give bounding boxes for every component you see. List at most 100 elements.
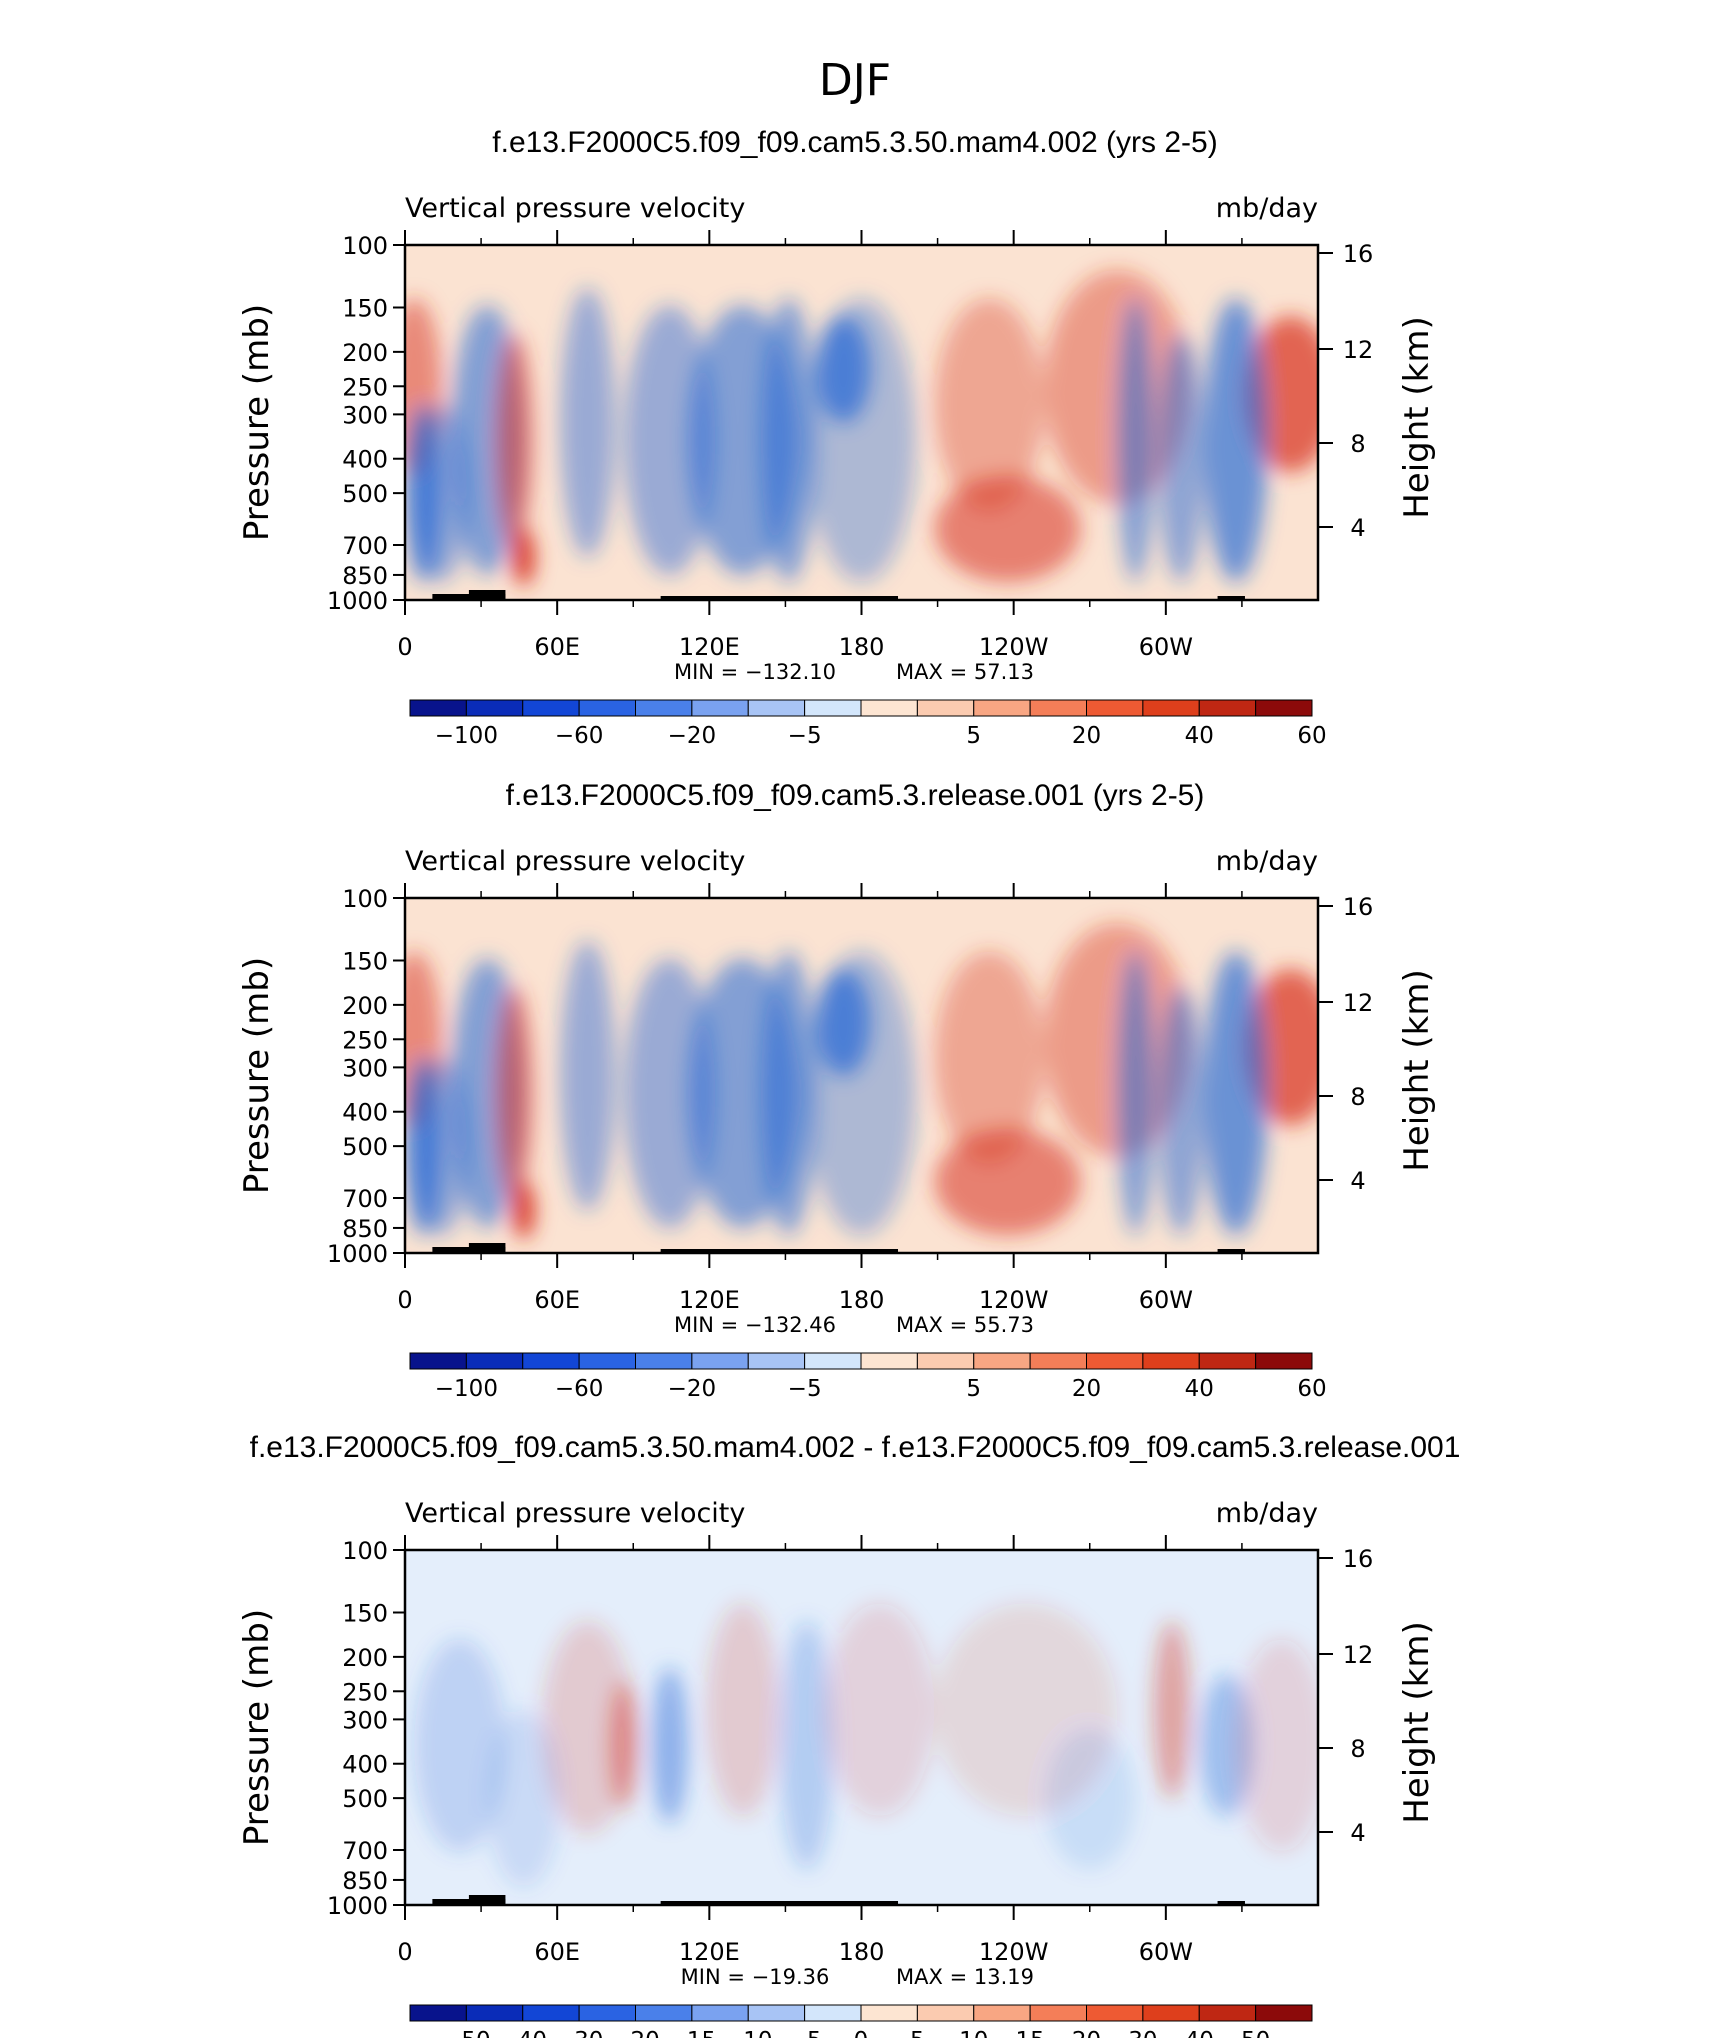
colorbar-swatch: [1255, 699, 1313, 717]
colorbar-swatch: [465, 2004, 524, 2022]
chart-panel-2: f.e13.F2000C5.f09_f09.cam5.3.release.001…: [237, 779, 1437, 1402]
colorbar-swatch: [635, 699, 693, 717]
colorbar-swatch: [578, 699, 636, 717]
contour-region: [414, 1638, 506, 1852]
colorbar-label: −15: [668, 2028, 717, 2038]
y-tick-label: 100: [342, 1537, 388, 1565]
colorbar-label: −5: [788, 2028, 822, 2038]
colorbar-swatch: [635, 1352, 693, 1370]
colorbar-label: −100: [435, 1376, 498, 1402]
contour-region: [1203, 951, 1268, 1236]
contour-region: [1158, 333, 1204, 583]
contour-region: [934, 1128, 1081, 1236]
colorbar-swatch: [973, 699, 1031, 717]
x-tick-label: 180: [839, 633, 885, 661]
contour-region: [405, 1057, 442, 1236]
contour-region: [624, 958, 716, 1229]
colorbar-swatch: [1029, 2004, 1087, 2022]
x-tick-label: 60E: [534, 1286, 580, 1314]
colorbar-swatch: [691, 1352, 749, 1370]
y2-tick-label: 16: [1343, 893, 1374, 921]
topography: [468, 1243, 506, 1253]
colorbar-label: 0: [854, 2028, 869, 2038]
x-tick-label: 0: [397, 633, 412, 661]
x-tick-label: 120W: [979, 633, 1049, 661]
contour-field: [405, 1550, 1318, 1905]
y2-tick-label: 4: [1350, 1819, 1365, 1847]
colorbar-label: −30: [555, 2028, 604, 2038]
colorbar-swatch: [1255, 1352, 1313, 1370]
colorbar-swatch: [522, 1352, 580, 1370]
topography: [1217, 1901, 1245, 1905]
contour-region: [1044, 922, 1191, 1158]
y-tick-label: 1000: [327, 1892, 388, 1920]
x-tick-label: 120E: [679, 1286, 740, 1314]
colorbar-label: 20: [1072, 723, 1101, 749]
colorbar-label: 60: [1297, 723, 1326, 749]
y2-tick-label: 8: [1350, 1083, 1365, 1111]
colorbar-swatch: [1142, 1352, 1200, 1370]
colorbar-swatch: [1086, 699, 1144, 717]
y-tick-label: 250: [342, 1026, 388, 1054]
contour-region: [405, 404, 442, 583]
y-tick-label: 700: [342, 1837, 388, 1865]
colorbar-label: −10: [724, 2028, 773, 2038]
colorbar-swatch: [522, 699, 580, 717]
colorbar-swatch: [409, 1352, 467, 1370]
colorbar-label: −20: [611, 2028, 660, 2038]
colorbar-label: 15: [1015, 2028, 1044, 2038]
x-tick-label: 60W: [1139, 1938, 1193, 1966]
contour-region: [512, 529, 535, 586]
colorbar-label: 40: [1185, 1376, 1214, 1402]
colorbar-swatch: [804, 699, 862, 717]
contour-region: [1235, 1638, 1318, 1852]
y-tick-label: 100: [342, 885, 388, 913]
colorbar-swatch: [1255, 2004, 1313, 2022]
colorbar-swatch: [860, 1352, 918, 1370]
topography: [660, 596, 899, 600]
y2-tick-label: 12: [1343, 989, 1374, 1017]
y-tick-label: 250: [342, 1678, 388, 1706]
topography: [660, 1249, 899, 1253]
colorbar-swatch: [578, 2004, 636, 2022]
x-tick-label: 60E: [534, 1938, 580, 1966]
max-value-label: MAX = 13.19: [896, 1965, 1034, 1989]
contour-region: [934, 475, 1081, 583]
y2-tick-label: 12: [1343, 336, 1374, 364]
variable-label: Vertical pressure velocity: [405, 1498, 745, 1529]
contour-region: [487, 1709, 561, 1888]
contour-region: [560, 287, 615, 558]
contour-region: [651, 1667, 689, 1824]
colorbar-swatch: [1198, 1352, 1257, 1370]
y2-axis-title: Height (km): [1397, 316, 1437, 519]
contour-region: [761, 951, 816, 1236]
contour-region: [512, 1182, 535, 1239]
contour-region: [624, 305, 716, 576]
contour-region: [706, 1603, 780, 1817]
colorbar-swatch: [1142, 699, 1200, 717]
colorbar-swatch: [1198, 699, 1257, 717]
colorbar-swatch: [1142, 2004, 1200, 2022]
x-tick-label: 60W: [1139, 1286, 1193, 1314]
y-tick-label: 300: [342, 1706, 388, 1734]
contour-region: [1044, 1727, 1136, 1870]
contour-region: [1117, 298, 1154, 583]
x-tick-label: 0: [397, 1938, 412, 1966]
colorbar-swatch: [578, 1352, 636, 1370]
colorbar-swatch: [1198, 2004, 1257, 2022]
colorbar-label: −50: [442, 2028, 491, 2038]
variable-label: Vertical pressure velocity: [405, 846, 745, 877]
y-tick-label: 500: [342, 1785, 388, 1813]
x-tick-label: 0: [397, 1286, 412, 1314]
colorbar-label: 40: [1185, 723, 1214, 749]
colorbar-swatch: [916, 2004, 975, 2022]
x-tick-label: 120E: [679, 1938, 740, 1966]
y-axis-title: Pressure (mb): [237, 957, 277, 1194]
contour-region: [824, 1603, 935, 1817]
contour-region: [779, 1621, 835, 1870]
colorbar-swatch: [409, 2004, 467, 2022]
colorbar-label: 30: [1128, 2028, 1157, 2038]
colorbar-swatch: [522, 2004, 580, 2022]
colorbar-label: 5: [966, 723, 981, 749]
